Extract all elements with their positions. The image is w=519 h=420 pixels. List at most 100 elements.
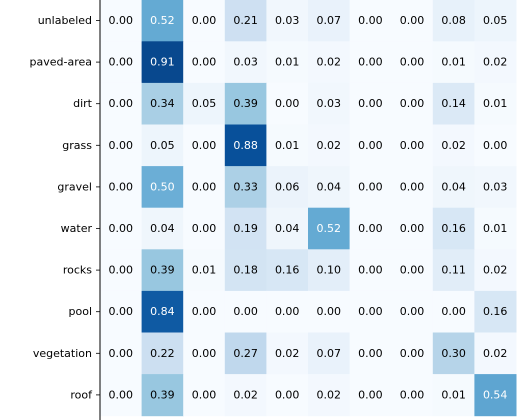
heatmap-cell-label-r3-c7: 0.00: [400, 139, 425, 152]
heatmap-cell-r0-c2: [183, 0, 226, 42]
heatmap-cell-label-r0-c2: 0.00: [192, 14, 217, 27]
heatmap-cell-r6-c8: [432, 249, 475, 292]
heatmap-cell-label-r8-c4: 0.02: [275, 347, 300, 360]
heatmap-cell-r2-c7: [391, 82, 434, 125]
heatmap-cell-label-r8-c6: 0.00: [358, 347, 383, 360]
heatmap-cell-label-r8-c9: 0.02: [483, 347, 508, 360]
heatmap-cell-label-r8-c7: 0.00: [400, 347, 425, 360]
heatmap-cell-r9-c9: [474, 374, 517, 417]
heatmap-cell-r2-c9: [474, 82, 517, 125]
heatmap-cell-label-r6-c3: 0.18: [233, 264, 258, 277]
heatmap-cell-label-r1-c0: 0.00: [109, 56, 134, 69]
heatmap-cell-r3-c1: [141, 124, 184, 167]
heatmap-cell-r2-c2: [183, 82, 226, 125]
heatmap-cell-label-r3-c1: 0.05: [150, 139, 175, 152]
heatmap-cell-label-r0-c1: 0.52: [150, 14, 175, 27]
heatmap-cell-label-r3-c4: 0.01: [275, 139, 300, 152]
heatmap-cell-r1-c4: [266, 41, 309, 84]
heatmap-cell-r8-c0: [100, 332, 143, 375]
heatmap-cell-label-r8-c3: 0.27: [233, 347, 258, 360]
heatmap-cell-label-r4-c6: 0.00: [358, 180, 383, 193]
heatmap-cell-r2-c0: [100, 82, 143, 125]
heatmap-cell-label-r5-c2: 0.00: [192, 222, 217, 235]
heatmap-cell-label-r2-c1: 0.34: [150, 97, 175, 110]
heatmap-cell-r2-c1: [141, 82, 184, 125]
heatmap-cell-r5-c9: [474, 207, 517, 250]
heatmap-cell-r0-c0: [100, 0, 143, 42]
y-tick-label-1: paved-area: [30, 56, 92, 69]
heatmap-cell-r3-c2: [183, 124, 226, 167]
heatmap-cell-label-r0-c8: 0.08: [441, 14, 466, 27]
y-tick-label-6: rocks: [63, 264, 92, 277]
heatmap-cell-r0-c7: [391, 0, 434, 42]
heatmap-cell-label-r1-c1: 0.91: [150, 56, 175, 69]
heatmap-cell-r9-c3: [224, 374, 267, 417]
heatmap-cell-r5-c5: [308, 207, 351, 250]
heatmap-cell-r4-c8: [432, 166, 475, 209]
heatmap-cell-r9-c0: [100, 374, 143, 417]
y-tick-label-8: vegetation: [33, 347, 92, 360]
y-tick-label-7: pool: [69, 305, 93, 318]
heatmap-cell-r5-c3: [224, 207, 267, 250]
heatmap-cell-r5-c8: [432, 207, 475, 250]
heatmap-cell-r5-c7: [391, 207, 434, 250]
heatmap-cell-r2-c8: [432, 82, 475, 125]
heatmap-cell-r0-c5: [308, 0, 351, 42]
heatmap-cell-r8-c5: [308, 332, 351, 375]
heatmap-cell-label-r6-c2: 0.01: [192, 264, 217, 277]
heatmap-cell-label-r2-c3: 0.39: [233, 97, 258, 110]
heatmap-cell-label-r4-c2: 0.00: [192, 180, 217, 193]
heatmap-cell-r8-c9: [474, 332, 517, 375]
heatmap-cell-r4-c5: [308, 166, 351, 209]
heatmap-cell-r6-c7: [391, 249, 434, 292]
heatmap-cell-label-r7-c3: 0.00: [233, 305, 258, 318]
heatmap-cell-r6-c2: [183, 249, 226, 292]
heatmap-cell-label-r8-c2: 0.00: [192, 347, 217, 360]
heatmap-cell-label-r4-c8: 0.04: [441, 180, 466, 193]
heatmap-cell-r0-c8: [432, 0, 475, 42]
y-tick-label-5: water: [61, 222, 93, 235]
heatmap-cell-label-r7-c0: 0.00: [109, 305, 134, 318]
y-tick-label-3: grass: [62, 139, 92, 152]
heatmap-cell-r2-c5: [308, 82, 351, 125]
heatmap-cell-label-r3-c2: 0.00: [192, 139, 217, 152]
heatmap-cell-r3-c5: [308, 124, 351, 167]
heatmap-cell-label-r5-c0: 0.00: [109, 222, 134, 235]
heatmap-cell-label-r1-c3: 0.03: [233, 56, 258, 69]
heatmap-cell-r8-c2: [183, 332, 226, 375]
heatmap-cell-label-r7-c1: 0.84: [150, 305, 175, 318]
heatmap-cell-r3-c0: [100, 124, 143, 167]
heatmap-cell-label-r3-c5: 0.02: [317, 139, 342, 152]
heatmap-cell-r8-c7: [391, 332, 434, 375]
heatmap-cell-label-r0-c3: 0.21: [233, 14, 258, 27]
heatmap-cell-label-r5-c1: 0.04: [150, 222, 175, 235]
heatmap-cell-label-r6-c0: 0.00: [109, 264, 134, 277]
heatmap-cell-label-r0-c4: 0.03: [275, 14, 300, 27]
heatmap-cell-label-r5-c4: 0.04: [275, 222, 300, 235]
y-tick-label-4: gravel: [57, 180, 92, 193]
heatmap-cell-r9-c4: [266, 374, 309, 417]
heatmap-cell-label-r9-c7: 0.00: [400, 388, 425, 401]
heatmap-cell-r5-c2: [183, 207, 226, 250]
heatmap-cell-r0-c6: [349, 0, 392, 42]
heatmap-cell-r1-c0: [100, 41, 143, 84]
heatmap-cell-r7-c8: [432, 290, 475, 333]
heatmap-cell-label-r9-c6: 0.00: [358, 388, 383, 401]
heatmap-cell-label-r3-c3: 0.88: [233, 139, 258, 152]
heatmap-cell-label-r7-c5: 0.00: [317, 305, 342, 318]
heatmap-cell-label-r0-c5: 0.07: [317, 14, 342, 27]
heatmap-cell-r2-c6: [349, 82, 392, 125]
heatmap-cell-r6-c6: [349, 249, 392, 292]
heatmap-cell-label-r8-c0: 0.00: [109, 347, 134, 360]
heatmap-cell-label-r2-c0: 0.00: [109, 97, 134, 110]
heatmap-cell-label-r9-c0: 0.00: [109, 388, 134, 401]
heatmap-cell-r4-c0: [100, 166, 143, 209]
heatmap-cell-label-r0-c9: 0.05: [483, 14, 508, 27]
heatmap-cell-r7-c4: [266, 290, 309, 333]
heatmap-cell-r0-c9: [474, 0, 517, 42]
heatmap-cell-label-r6-c4: 0.16: [275, 264, 300, 277]
heatmap-cell-label-r8-c1: 0.22: [150, 347, 175, 360]
heatmap-cell-r2-c4: [266, 82, 309, 125]
heatmap-cell-label-r6-c9: 0.02: [483, 264, 508, 277]
heatmap-cell-label-r1-c5: 0.02: [317, 56, 342, 69]
